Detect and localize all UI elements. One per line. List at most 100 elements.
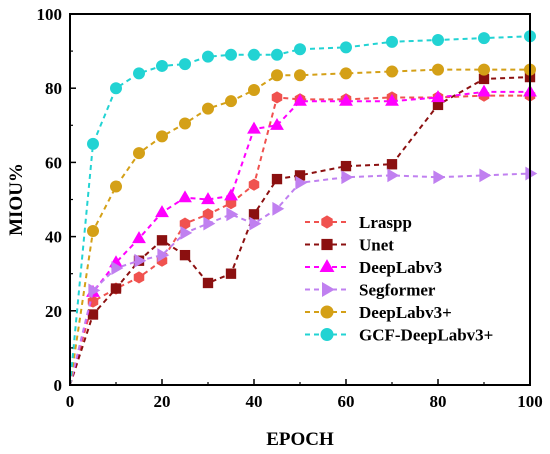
data-point <box>201 192 215 205</box>
plot-marks <box>69 30 538 386</box>
legend-label: DeepLabv3+ <box>359 303 452 322</box>
y-axis-label: MIOU% <box>6 163 27 236</box>
data-point <box>156 59 168 72</box>
data-point <box>294 43 306 56</box>
data-point <box>340 160 352 172</box>
data-point <box>133 67 145 80</box>
x-axis-label: EPOCH <box>266 429 334 450</box>
data-point <box>88 283 101 298</box>
y-tick-label: 40 <box>45 228 62 247</box>
data-point <box>157 248 170 263</box>
y-tick-label: 80 <box>45 79 62 98</box>
data-point <box>87 309 99 320</box>
data-point <box>270 117 284 130</box>
data-point <box>132 231 146 244</box>
data-point <box>111 261 124 276</box>
x-tick-label: 60 <box>338 392 355 411</box>
data-point <box>248 209 260 220</box>
data-point <box>202 50 214 63</box>
series-gcf-deeplabv3- <box>69 30 536 386</box>
legend-entry: Segformer <box>305 281 436 300</box>
data-point <box>202 102 214 115</box>
data-point <box>225 95 237 108</box>
data-point <box>224 188 238 201</box>
data-point <box>248 84 260 97</box>
data-point <box>386 65 398 78</box>
y-tick-label: 100 <box>37 5 63 24</box>
data-point <box>203 216 216 231</box>
data-point <box>271 69 283 82</box>
data-point <box>432 33 444 46</box>
data-point <box>110 82 122 95</box>
data-point <box>271 48 283 61</box>
data-point <box>179 117 191 130</box>
legend-marker <box>322 282 335 297</box>
data-point <box>272 201 285 216</box>
data-point <box>178 190 192 203</box>
x-tick-label: 0 <box>66 392 75 411</box>
data-point <box>294 69 306 82</box>
data-point <box>133 271 145 284</box>
data-point <box>339 93 353 106</box>
data-point <box>478 63 490 76</box>
legend-marker <box>321 215 333 229</box>
data-point <box>225 48 237 61</box>
series-segformer <box>69 166 538 386</box>
data-point <box>295 175 308 190</box>
data-point <box>340 67 352 80</box>
data-point <box>155 205 169 218</box>
data-point <box>202 277 214 289</box>
data-point <box>247 121 261 134</box>
data-point <box>248 48 260 61</box>
axis-ticks: 0 20 40 60 80 100 0 20 40 60 80 100 <box>37 5 543 411</box>
data-point <box>110 180 122 193</box>
legend-marker <box>321 238 333 251</box>
data-point <box>433 170 446 185</box>
data-point <box>133 147 145 160</box>
legend-entry: Lraspp <box>305 213 412 232</box>
legend-label: GCF-DeepLabv3+ <box>359 326 493 345</box>
series-deeplabv3 <box>69 84 537 386</box>
legend-label: DeepLabv3 <box>359 258 442 277</box>
data-point <box>271 173 283 185</box>
y-tick-label: 20 <box>45 302 62 321</box>
series-line <box>69 172 531 386</box>
data-point <box>249 216 262 231</box>
data-point <box>225 268 237 279</box>
x-tick-label: 100 <box>517 392 543 411</box>
data-point <box>525 166 538 181</box>
data-point <box>179 58 191 71</box>
series-deeplabv3- <box>69 63 536 386</box>
x-tick-label: 20 <box>154 392 171 411</box>
data-point <box>341 170 354 185</box>
legend-entry: DeepLabv3+ <box>305 303 452 322</box>
legend-label: Unet <box>359 236 394 255</box>
legend-entry: DeepLabv3 <box>305 258 442 277</box>
y-tick-label: 60 <box>45 153 62 172</box>
data-point <box>478 73 490 85</box>
legend-label: Segformer <box>359 281 436 300</box>
legend-marker <box>319 259 335 272</box>
data-point <box>477 84 491 97</box>
legend-entry: Unet <box>305 236 394 255</box>
data-point <box>479 168 492 183</box>
data-point <box>87 225 99 238</box>
y-tick-label: 0 <box>54 376 63 395</box>
data-point <box>156 130 168 143</box>
series-line <box>69 90 530 386</box>
data-point <box>340 41 352 54</box>
data-point <box>248 178 260 191</box>
legend-label: Lraspp <box>359 213 412 232</box>
data-point <box>432 63 444 76</box>
data-point <box>271 91 283 104</box>
data-point <box>385 93 399 106</box>
series-line <box>69 35 531 386</box>
data-point <box>110 283 122 294</box>
data-point <box>134 253 147 268</box>
data-point <box>87 137 99 150</box>
data-point <box>478 32 490 45</box>
data-point <box>386 35 398 48</box>
data-point <box>226 207 239 222</box>
series-line <box>69 76 531 386</box>
